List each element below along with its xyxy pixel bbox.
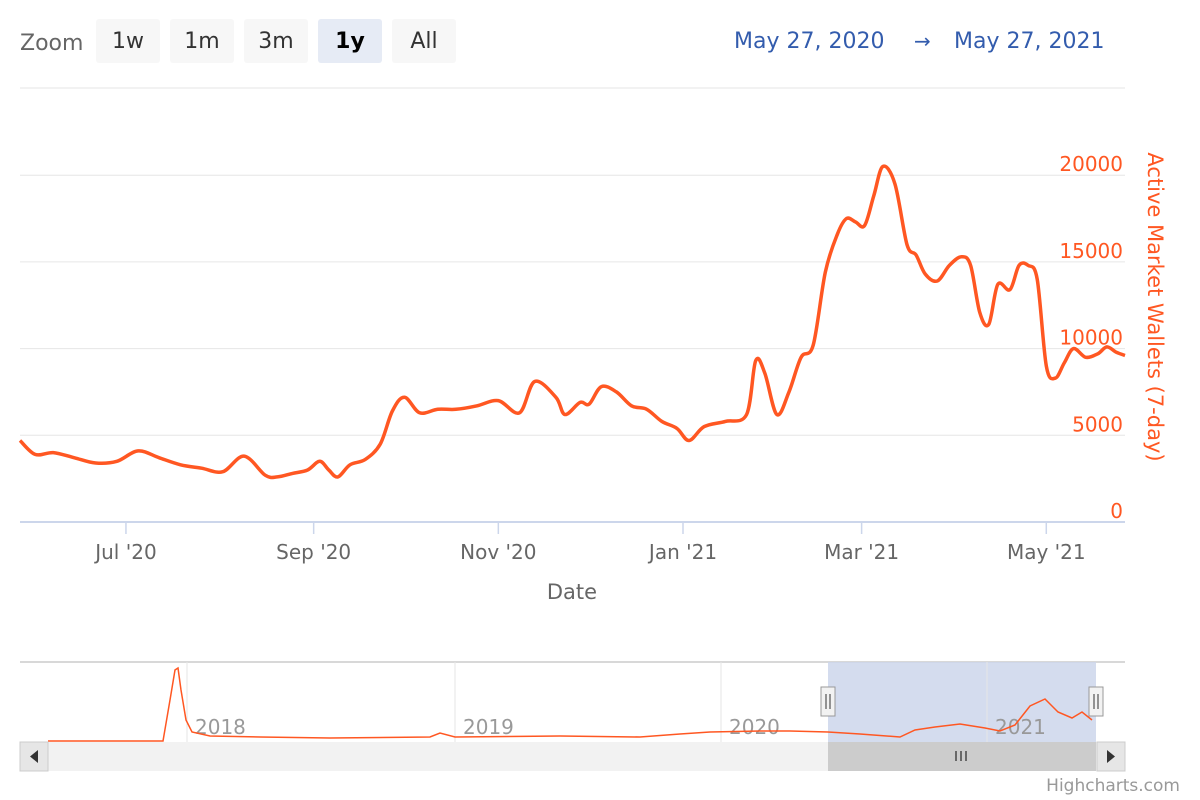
zoom-button-1y[interactable]: 1y <box>318 19 382 63</box>
x-axis-title: Date <box>547 580 597 604</box>
zoom-button-1w[interactable]: 1w <box>96 19 160 63</box>
zoom-label: Zoom <box>20 31 83 56</box>
zoom-button-3m[interactable]: 3m <box>244 19 308 63</box>
zoom-button-bg <box>170 19 234 63</box>
navigator-selection[interactable] <box>828 662 1096 742</box>
y-tick-label: 10000 <box>1059 326 1123 350</box>
x-tick-label: May '21 <box>1007 540 1086 564</box>
navigator-series-line <box>48 666 1093 742</box>
y-tick-label: 20000 <box>1059 152 1123 176</box>
y-tick-label: 5000 <box>1072 412 1123 436</box>
zoom-button-label: 1m <box>184 29 219 54</box>
zoom-button-all[interactable]: All <box>392 19 456 63</box>
navigator-handle-left[interactable] <box>820 686 836 717</box>
zoom-button-label: 1w <box>112 29 144 54</box>
zoom-button-bg <box>318 19 382 63</box>
navigator-year-label: 2018 <box>195 715 246 739</box>
credits-link[interactable]: Highcharts.com <box>1046 776 1180 796</box>
x-tick-label: Nov '20 <box>460 540 536 564</box>
y-tick-label: 15000 <box>1059 239 1123 263</box>
series-line[interactable] <box>18 164 1126 480</box>
zoom-button-bg <box>96 19 160 63</box>
arrow-right-icon <box>1107 750 1115 763</box>
zoom-button-1m[interactable]: 1m <box>170 19 234 63</box>
x-tick-label: Jul '20 <box>93 540 156 564</box>
x-tick-label: Sep '20 <box>276 540 351 564</box>
zoom-button-bg <box>392 19 456 63</box>
scrollbar[interactable] <box>19 741 1126 772</box>
zoom-button-label: 3m <box>258 29 293 54</box>
y-axis-title: Active Market Wallets (7-day) <box>1143 152 1167 461</box>
x-tick-label: Mar '21 <box>824 540 899 564</box>
y-tick-label: 0 <box>1110 499 1123 523</box>
navigator-year-label: 2019 <box>463 715 514 739</box>
x-axis-ticks: Jul '20 Sep '20 Nov '20 Jan '21 Mar '21 May '… <box>93 522 1086 564</box>
zoom-button-label: 1y <box>335 29 365 54</box>
zoom-button-bg <box>244 19 308 63</box>
navigator-year-label: 2020 <box>729 715 780 739</box>
range-from[interactable]: May 27, 2020 <box>734 29 884 54</box>
x-tick-label: Jan '21 <box>647 540 717 564</box>
navigator[interactable]: 2018 2019 2020 2021 <box>20 661 1125 742</box>
zoom-button-label: All <box>410 29 437 54</box>
y-gridlines <box>20 174 1125 436</box>
scroll-right-button[interactable] <box>1096 741 1126 772</box>
arrow-left-icon <box>30 750 38 763</box>
range-to[interactable]: May 27, 2021 <box>954 29 1104 54</box>
scrollbar-thumb[interactable] <box>828 742 1096 771</box>
navigator-handle-right[interactable] <box>1088 686 1104 717</box>
range-arrow: → <box>914 29 931 53</box>
y-axis-ticks: 0 5000 10000 15000 20000 <box>1059 152 1123 523</box>
